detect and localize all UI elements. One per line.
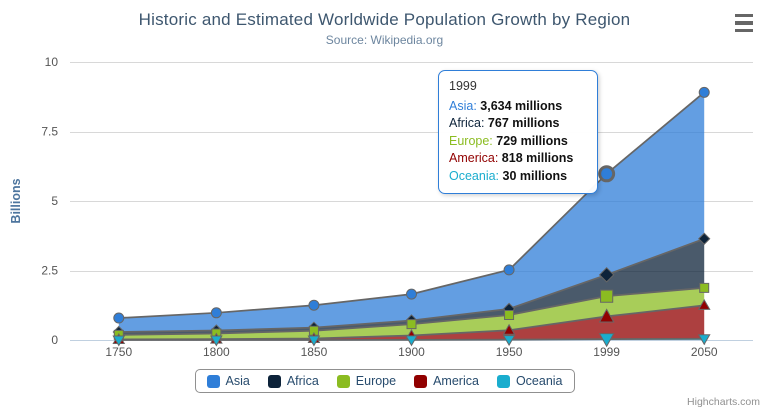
tooltip-series-value: 818 millions bbox=[498, 151, 574, 165]
point-marker[interactable] bbox=[209, 335, 223, 347]
tooltip-row-asia: Asia: 3,634 millions bbox=[449, 98, 587, 116]
legend-swatch-icon bbox=[336, 374, 350, 388]
point-marker[interactable] bbox=[698, 86, 710, 98]
legend-swatch-icon bbox=[267, 374, 281, 388]
point-marker[interactable] bbox=[307, 335, 321, 347]
y-axis-label: 7.5 bbox=[41, 125, 58, 139]
point-marker[interactable] bbox=[503, 264, 515, 276]
tooltip-series-value: 3,634 millions bbox=[476, 98, 563, 113]
series-areas bbox=[118, 92, 705, 340]
y-axis-label: 5 bbox=[51, 194, 58, 208]
y-axis-label: 10 bbox=[45, 55, 59, 69]
legend-label: Asia bbox=[225, 374, 250, 388]
point-marker[interactable] bbox=[502, 323, 516, 335]
point-marker[interactable] bbox=[112, 335, 126, 347]
legend-swatch-icon bbox=[496, 374, 510, 388]
tooltip-series-value: 729 millions bbox=[492, 133, 568, 148]
legend-swatch-icon bbox=[414, 374, 428, 388]
series-area-asia[interactable] bbox=[118, 92, 705, 332]
x-axis-label: 1950 bbox=[496, 345, 523, 359]
y-axis-title: Billions bbox=[9, 178, 23, 224]
tooltip-series-name: America: bbox=[449, 151, 499, 165]
legend-swatch-icon bbox=[206, 374, 220, 388]
legend-item-europe[interactable]: Europe bbox=[336, 374, 397, 388]
point-marker[interactable] bbox=[598, 308, 615, 323]
tooltip-row-oceania: Oceania: 30 millions bbox=[449, 168, 587, 186]
legend-label: America bbox=[433, 374, 479, 388]
series-markers-oceania bbox=[112, 333, 711, 348]
tooltip: 1999 Asia: 3,634 millions Africa: 767 mil… bbox=[438, 70, 598, 194]
point-marker[interactable] bbox=[699, 282, 710, 293]
point-marker[interactable] bbox=[698, 232, 711, 245]
point-marker[interactable] bbox=[405, 335, 418, 347]
tooltip-series-name: Oceania: bbox=[449, 168, 500, 183]
y-axis-label: 0 bbox=[51, 333, 58, 347]
series-markers-asia bbox=[113, 86, 710, 324]
legend-label: Africa bbox=[286, 374, 319, 388]
tooltip-row-africa: Africa: 767 millions bbox=[449, 115, 587, 133]
highcharts-credit[interactable]: Highcharts.com bbox=[687, 396, 760, 408]
point-marker[interactable] bbox=[210, 307, 222, 319]
legend: Asia Africa Europe America Oceania bbox=[194, 369, 575, 393]
legend-label: Europe bbox=[355, 374, 397, 388]
point-marker[interactable] bbox=[598, 333, 615, 348]
y-axis-label: 2.5 bbox=[41, 264, 58, 278]
tooltip-row-europe: Europe: 729 millions bbox=[449, 133, 587, 151]
point-marker[interactable] bbox=[113, 312, 125, 324]
legend-item-america[interactable]: America bbox=[414, 374, 479, 388]
point-marker[interactable] bbox=[502, 335, 516, 347]
legend-item-asia[interactable]: Asia bbox=[206, 374, 250, 388]
x-axis-label: 1900 bbox=[398, 345, 425, 359]
tooltip-series-name: Europe: bbox=[449, 133, 493, 148]
tooltip-series-name: Africa: bbox=[449, 116, 485, 130]
series-area-africa[interactable] bbox=[118, 238, 705, 335]
point-marker[interactable] bbox=[406, 288, 417, 300]
point-marker[interactable] bbox=[598, 165, 616, 183]
tooltip-row-america: America: 818 millions bbox=[449, 150, 587, 168]
export-menu-button[interactable] bbox=[733, 14, 755, 32]
x-axis-label: 1750 bbox=[105, 345, 132, 359]
point-marker[interactable] bbox=[308, 299, 320, 311]
tooltip-series-name: Asia: bbox=[449, 98, 477, 113]
legend-item-oceania[interactable]: Oceania bbox=[496, 374, 563, 388]
chart-subtitle: Source: Wikipedia.org bbox=[325, 33, 444, 47]
point-marker[interactable] bbox=[697, 298, 711, 310]
x-axis-labels: 1750 1800 1850 1900 1950 1999 2050 bbox=[105, 345, 717, 359]
x-axis-label: 1999 bbox=[593, 345, 620, 359]
tooltip-series-value: 30 millions bbox=[499, 168, 568, 183]
series-area-america[interactable] bbox=[118, 305, 705, 340]
tooltip-header: 1999 bbox=[449, 79, 477, 93]
point-marker[interactable] bbox=[504, 310, 515, 321]
x-axis-label: 2050 bbox=[691, 345, 718, 359]
point-marker[interactable] bbox=[598, 267, 615, 283]
tooltip-series-value: 767 millions bbox=[484, 116, 560, 130]
legend-item-africa[interactable]: Africa bbox=[267, 374, 319, 388]
chart-title: Historic and Estimated Worldwide Populat… bbox=[138, 10, 631, 29]
legend-label: Oceania bbox=[515, 374, 563, 388]
x-axis-label: 1800 bbox=[203, 345, 230, 359]
point-marker[interactable] bbox=[308, 325, 319, 336]
hamburger-icon bbox=[735, 14, 753, 18]
point-marker[interactable] bbox=[406, 319, 417, 330]
point-marker[interactable] bbox=[697, 334, 711, 346]
x-axis-label: 1850 bbox=[301, 345, 328, 359]
point-marker[interactable] bbox=[600, 289, 614, 303]
y-axis-labels: 0 2.5 5 7.5 10 bbox=[41, 55, 58, 347]
